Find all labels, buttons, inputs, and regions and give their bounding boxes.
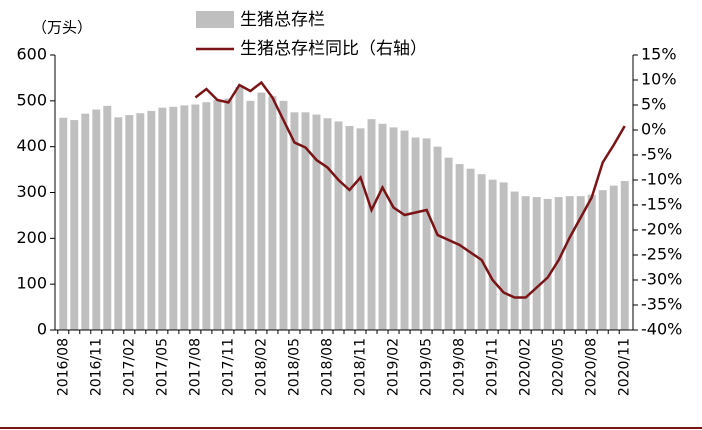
y-tick-label: 300 bbox=[16, 182, 47, 201]
bar bbox=[400, 130, 409, 330]
bar bbox=[334, 121, 343, 330]
x-tick-label: 2020/08 bbox=[584, 338, 600, 396]
bar bbox=[290, 112, 299, 331]
bar bbox=[268, 96, 277, 330]
bar bbox=[257, 92, 266, 330]
bar bbox=[576, 196, 585, 330]
x-tick-label: 2019/05 bbox=[419, 338, 435, 396]
x-tick-label: 2017/11 bbox=[220, 338, 236, 396]
x-tick-label: 2016/08 bbox=[55, 338, 71, 396]
bar bbox=[235, 87, 244, 330]
y-tick-label: 500 bbox=[16, 90, 47, 109]
bar bbox=[510, 191, 519, 330]
bar bbox=[422, 138, 431, 330]
y-tick-label: 100 bbox=[16, 274, 47, 293]
x-tick-label: 2017/08 bbox=[187, 338, 203, 396]
bar bbox=[301, 112, 310, 331]
bar bbox=[125, 115, 134, 331]
bar bbox=[279, 100, 288, 330]
y2-tick-label: -15% bbox=[641, 195, 682, 214]
x-tick-label: 2018/02 bbox=[253, 338, 269, 396]
bar bbox=[499, 182, 508, 330]
y2-tick-label: -40% bbox=[641, 320, 682, 339]
bar bbox=[598, 190, 607, 330]
bar bbox=[59, 117, 68, 331]
bar bbox=[554, 197, 563, 330]
x-tick-label: 2018/08 bbox=[319, 338, 335, 396]
bar bbox=[136, 113, 145, 330]
bar bbox=[224, 98, 233, 331]
unit-label: （万头） bbox=[32, 19, 92, 37]
y2-tick-label: 0% bbox=[641, 120, 666, 139]
y2-tick-label: -30% bbox=[641, 270, 682, 289]
y2-tick-label: -25% bbox=[641, 245, 682, 264]
legend-label: 生猪总存栏同比（右轴） bbox=[240, 39, 427, 59]
bar bbox=[312, 114, 321, 330]
bar bbox=[444, 157, 453, 330]
x-tick-label: 2019/02 bbox=[386, 338, 402, 396]
bar bbox=[620, 181, 629, 330]
x-tick-label: 2016/11 bbox=[88, 338, 104, 396]
x-tick-label: 2018/11 bbox=[353, 338, 369, 396]
y2-tick-label: -10% bbox=[641, 170, 682, 189]
bar bbox=[345, 126, 354, 331]
bar bbox=[191, 104, 200, 330]
bar bbox=[532, 197, 541, 330]
bar bbox=[433, 146, 442, 330]
y2-tick-label: -35% bbox=[641, 295, 682, 314]
bar bbox=[202, 102, 211, 330]
bar bbox=[378, 123, 387, 330]
x-tick-label: 2017/02 bbox=[121, 338, 137, 396]
x-tick-label: 2020/02 bbox=[518, 338, 534, 396]
x-tick-label: 2020/11 bbox=[617, 338, 633, 396]
bar bbox=[565, 196, 574, 330]
bar bbox=[114, 117, 123, 330]
y-tick-label: 0 bbox=[37, 320, 47, 339]
bar bbox=[169, 106, 178, 331]
bar bbox=[103, 105, 112, 330]
bar bbox=[180, 105, 189, 331]
bar bbox=[92, 109, 101, 331]
bar bbox=[367, 119, 376, 331]
bar bbox=[477, 174, 486, 330]
bar bbox=[147, 110, 156, 331]
bar bbox=[389, 127, 398, 331]
y-tick-label: 600 bbox=[16, 45, 47, 64]
x-tick-label: 2018/05 bbox=[286, 338, 302, 396]
x-tick-label: 2020/05 bbox=[551, 338, 567, 396]
bar bbox=[466, 168, 475, 330]
legend-label: 生猪总存栏 bbox=[240, 10, 325, 30]
y2-tick-label: 10% bbox=[641, 70, 677, 89]
x-tick-label: 2017/05 bbox=[154, 338, 170, 396]
x-tick-label: 2019/11 bbox=[485, 338, 501, 396]
y2-tick-label: 5% bbox=[641, 95, 666, 114]
bar bbox=[158, 107, 167, 330]
bar bbox=[455, 164, 464, 330]
bar bbox=[521, 196, 530, 330]
y-tick-label: 200 bbox=[16, 228, 47, 247]
y2-tick-label: -20% bbox=[641, 220, 682, 239]
y2-tick-label: -5% bbox=[641, 145, 672, 164]
bar bbox=[356, 128, 365, 330]
bar bbox=[323, 118, 332, 330]
x-tick-label: 2019/08 bbox=[452, 338, 468, 396]
bar bbox=[488, 179, 497, 330]
bar bbox=[70, 120, 79, 330]
legend-swatch bbox=[196, 11, 234, 28]
bar bbox=[587, 194, 596, 330]
bar bbox=[543, 198, 552, 330]
bar bbox=[213, 99, 222, 331]
bar bbox=[411, 137, 420, 330]
bar bbox=[246, 100, 255, 330]
y-tick-label: 400 bbox=[16, 136, 47, 155]
y2-tick-label: 15% bbox=[641, 45, 677, 64]
bar bbox=[609, 185, 618, 330]
line bbox=[194, 80, 626, 299]
bar bbox=[81, 113, 90, 331]
